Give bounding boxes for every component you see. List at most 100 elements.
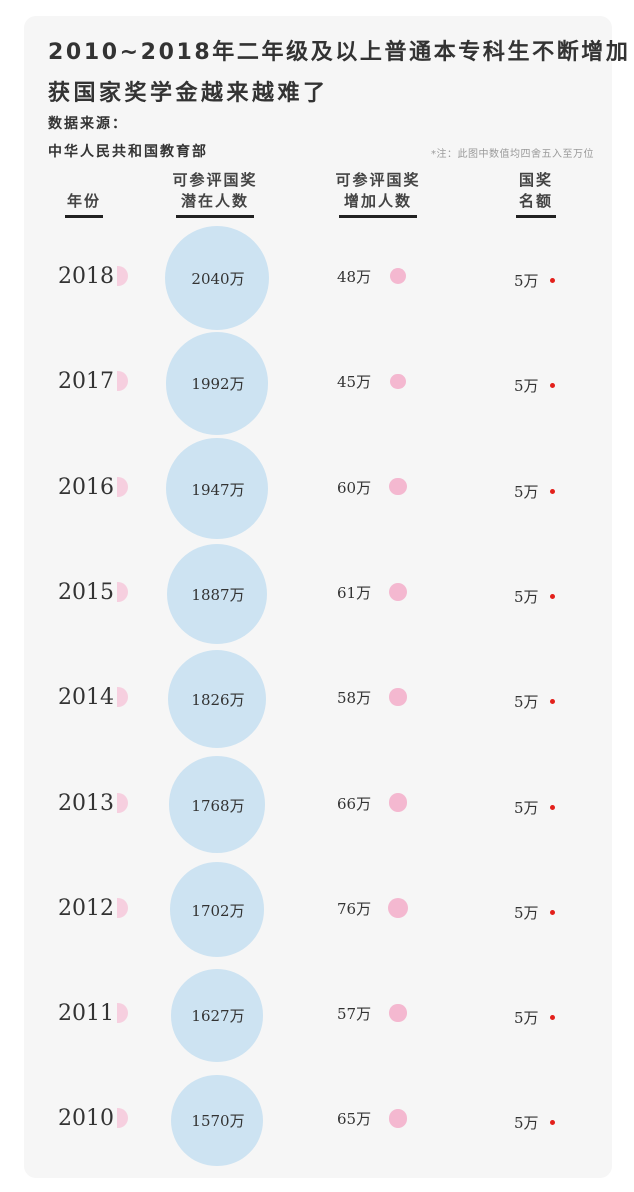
header-added-line-2: 增加人数 xyxy=(343,192,412,210)
award-value: 5万 xyxy=(514,1114,539,1133)
award-dot xyxy=(549,804,555,810)
total-value: 1702万 xyxy=(191,901,245,920)
year-label: 2012 xyxy=(58,895,114,921)
added-value: 61万 xyxy=(337,583,372,602)
total-circle xyxy=(171,1074,263,1166)
award-value: 5万 xyxy=(514,1009,539,1028)
table-row: 2017 1992万 45万 5万 xyxy=(0,331,634,437)
year-label: 2014 xyxy=(58,685,114,711)
header-added-line-1: 可参评国奖 xyxy=(335,171,421,189)
table-row: 2010 1570万 65万 5万 xyxy=(0,1068,634,1174)
header-year: 年份 xyxy=(44,191,124,218)
award-value: 5万 xyxy=(514,482,539,501)
added-circle xyxy=(389,688,407,706)
header-award-line-1: 国奖 xyxy=(518,171,553,189)
header-year-underline xyxy=(65,215,103,218)
award-value: 5万 xyxy=(514,272,539,290)
added-value: 48万 xyxy=(337,268,372,286)
year-label: 2015 xyxy=(58,579,114,605)
year-tab xyxy=(117,1108,128,1129)
total-value: 1768万 xyxy=(191,796,245,815)
header-total-line-1: 可参评国奖 xyxy=(172,171,258,189)
added-circle xyxy=(388,897,408,918)
added-circle xyxy=(389,1004,407,1022)
year-label: 2018 xyxy=(58,264,114,289)
added-value: 58万 xyxy=(337,689,372,708)
year-tab xyxy=(117,581,128,602)
award-dot xyxy=(549,383,555,389)
table-row: 2013 1768万 66万 5万 xyxy=(0,753,634,859)
total-circle xyxy=(166,437,268,540)
header-added-underline xyxy=(339,215,417,218)
total-value: 1826万 xyxy=(191,691,245,710)
award-value: 5万 xyxy=(514,587,539,606)
total-circle xyxy=(168,756,266,853)
total-value: 1627万 xyxy=(191,1007,245,1026)
added-circle xyxy=(388,1109,408,1128)
award-dot xyxy=(549,593,555,599)
year-label: 2011 xyxy=(58,1001,114,1027)
added-circle xyxy=(389,477,407,496)
header-total-line-2: 潜在人数 xyxy=(180,192,249,210)
year-tab xyxy=(117,266,128,286)
award-value: 5万 xyxy=(514,377,539,396)
table-row: 2012 1702万 76万 5万 xyxy=(0,858,634,964)
header-year-label: 年份 xyxy=(66,192,101,210)
header-added: 可参评国奖 增加人数 xyxy=(316,170,440,218)
total-circle xyxy=(169,862,265,958)
source-value: 中华人民共和国教育部 xyxy=(48,144,208,160)
source-label: 数据来源： xyxy=(48,116,128,132)
table-row: 2014 1826万 58万 5万 xyxy=(0,647,634,753)
header-award: 国奖 名额 xyxy=(496,170,576,218)
header-award-underline xyxy=(516,215,556,218)
added-value: 76万 xyxy=(337,899,372,918)
added-value: 66万 xyxy=(337,794,372,813)
year-tab xyxy=(117,897,128,918)
award-value: 5万 xyxy=(514,798,539,817)
total-circle xyxy=(170,968,264,1062)
year-tab xyxy=(117,687,128,708)
header-total-underline xyxy=(176,215,254,218)
award-dot xyxy=(549,909,555,915)
header-total: 可参评国奖 潜在人数 xyxy=(152,170,278,218)
table-row: 2016 1947万 60万 5万 xyxy=(0,437,634,543)
added-circle xyxy=(389,582,407,601)
year-label: 2017 xyxy=(58,369,114,395)
year-tab xyxy=(117,371,128,392)
total-value: 1570万 xyxy=(191,1112,245,1131)
year-label: 2013 xyxy=(58,790,114,816)
total-value: 1992万 xyxy=(191,375,245,394)
chart-title-line-1: 2010~2018年二年级及以上普通本专科生不断增加 xyxy=(48,40,631,65)
total-value: 2040万 xyxy=(191,270,245,288)
total-value: 1887万 xyxy=(191,585,245,604)
added-value: 60万 xyxy=(337,478,372,497)
added-circle xyxy=(388,793,408,812)
year-label: 2016 xyxy=(58,474,114,500)
award-dot xyxy=(549,699,555,705)
year-tab xyxy=(117,1003,128,1024)
added-circle xyxy=(390,268,406,284)
added-value: 45万 xyxy=(337,373,372,392)
year-tab xyxy=(117,792,128,813)
year-label: 2010 xyxy=(58,1106,114,1132)
award-dot xyxy=(549,488,555,494)
total-circle xyxy=(166,543,267,644)
rounding-note: *注：此图中数值均四舍五入至万位 xyxy=(431,149,594,160)
total-circle xyxy=(165,226,269,330)
chart-title-line-2: 获国家奖学金越来越难了 xyxy=(48,81,329,106)
total-circle xyxy=(167,649,267,749)
award-value: 5万 xyxy=(514,903,539,922)
header-award-line-2: 名额 xyxy=(518,192,553,210)
table-row: 2018 2040万 48万 5万 xyxy=(0,226,634,332)
award-value: 5万 xyxy=(514,693,539,712)
total-value: 1947万 xyxy=(191,480,245,499)
year-tab xyxy=(117,476,128,497)
table-row: 2011 1627万 57万 5万 xyxy=(0,963,634,1069)
table-row: 2015 1887万 61万 5万 xyxy=(0,542,634,648)
award-dot xyxy=(549,278,555,283)
added-value: 57万 xyxy=(337,1005,372,1024)
total-circle xyxy=(165,331,269,435)
added-value: 65万 xyxy=(337,1110,372,1129)
award-dot xyxy=(549,1120,555,1126)
award-dot xyxy=(549,1015,555,1021)
